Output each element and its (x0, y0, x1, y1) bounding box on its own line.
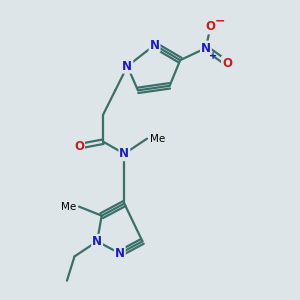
Text: −: − (214, 14, 225, 27)
Text: N: N (119, 147, 129, 160)
Text: Me: Me (61, 202, 76, 212)
Text: N: N (201, 42, 211, 55)
Text: O: O (206, 20, 215, 33)
Text: N: N (115, 247, 125, 260)
Text: O: O (74, 140, 84, 153)
Text: N: N (122, 60, 132, 73)
Text: O: O (222, 57, 232, 70)
Text: Me: Me (150, 134, 165, 144)
Text: N: N (92, 235, 102, 248)
Text: N: N (149, 39, 160, 52)
Text: +: + (209, 51, 217, 61)
